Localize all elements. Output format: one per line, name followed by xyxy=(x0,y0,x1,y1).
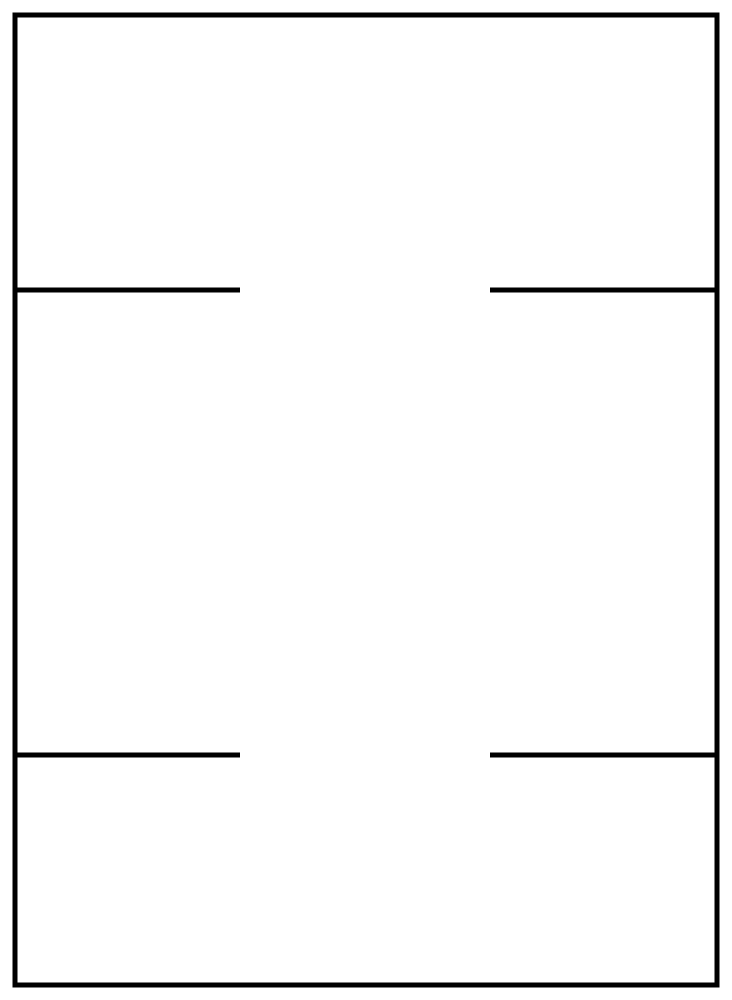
frame xyxy=(15,15,717,985)
diagram-svg xyxy=(0,0,732,1000)
